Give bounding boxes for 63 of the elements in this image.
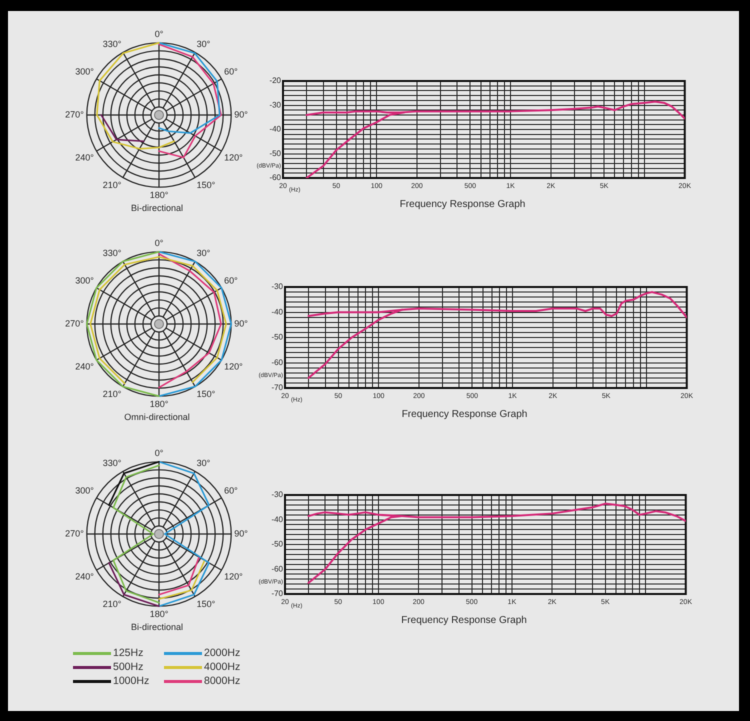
y-tick-label: -50 <box>271 332 284 342</box>
y-tick-label: -50 <box>271 540 284 549</box>
legend-label: 1000Hz <box>113 675 150 687</box>
y-tick-label: -20 <box>269 76 282 86</box>
spoke-label: 90° <box>234 109 248 120</box>
spoke-label: 330° <box>102 38 122 49</box>
y-tick-label: -40 <box>271 307 284 316</box>
y-tick-label: -50 <box>269 148 282 158</box>
spoke-label: 300° <box>75 275 94 286</box>
spoke-label: 210° <box>102 389 122 400</box>
spoke-label: 330° <box>102 248 122 258</box>
legend-label: 500Hz <box>113 661 144 673</box>
spoke-label: 60° <box>224 275 238 286</box>
spoke-label: 120° <box>224 571 244 582</box>
spoke-label: 120° <box>224 361 244 372</box>
spoke-label: 60° <box>224 485 238 496</box>
spoke-label: 120° <box>224 152 244 162</box>
spoke-label: 240° <box>75 152 94 162</box>
spoke-label: 0° <box>154 448 164 458</box>
y-tick-label: -60 <box>271 564 284 574</box>
y-tick-label: -40 <box>271 514 284 524</box>
spoke-label: 0° <box>154 28 164 39</box>
text: Frequency Response Graph <box>401 614 527 626</box>
legend-label: 2000Hz <box>204 647 240 659</box>
spoke-label: 150° <box>196 389 216 400</box>
spoke-label: 210° <box>102 180 122 190</box>
spoke-label: 240° <box>75 571 94 582</box>
spoke-label: 150° <box>196 180 216 190</box>
text: Frequency Response Graph <box>402 408 528 420</box>
y-tick-label: -70 <box>271 589 284 598</box>
text: Bi-directional <box>130 622 184 632</box>
y-tick-label: -40 <box>269 124 282 134</box>
spoke-label: 150° <box>196 599 216 610</box>
y-tick-label: -60 <box>271 358 284 367</box>
y-tick-label: -70 <box>271 383 284 392</box>
spoke-label: 90° <box>234 528 248 538</box>
spoke-label: 270° <box>65 318 84 328</box>
spoke-label: 60° <box>224 66 238 76</box>
spoke-label: 270° <box>65 528 84 538</box>
text: Frequency Response Graph <box>400 198 526 210</box>
spoke-label: 270° <box>65 109 84 120</box>
spoke-label: 330° <box>102 458 122 468</box>
spoke-label: 210° <box>102 599 122 610</box>
y-tick-label: -30 <box>271 490 284 500</box>
text: Omni-directional <box>124 412 190 422</box>
spoke-label: 30° <box>196 458 211 468</box>
y-tick-label: -30 <box>269 100 282 110</box>
spoke-label: 240° <box>75 361 94 372</box>
spoke-label: 30° <box>196 248 211 258</box>
spoke-label: 300° <box>75 66 94 76</box>
y-tick-label: -60 <box>269 173 282 182</box>
spoke-label: 300° <box>75 485 94 496</box>
spoke-label: 0° <box>154 238 164 248</box>
spoke-label: 90° <box>234 318 248 328</box>
spoke-label: 180° <box>150 609 169 620</box>
spoke-label: 180° <box>150 190 169 200</box>
y-tick-label: -30 <box>271 282 284 292</box>
legend-label: 125Hz <box>113 647 144 659</box>
spoke-label: 30° <box>196 38 211 49</box>
spoke-label: 180° <box>150 399 169 410</box>
text: Bi-directional <box>130 203 184 214</box>
legend-label: 8000Hz <box>204 675 240 687</box>
legend-label: 4000Hz <box>204 661 240 673</box>
